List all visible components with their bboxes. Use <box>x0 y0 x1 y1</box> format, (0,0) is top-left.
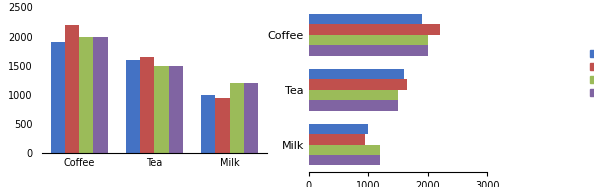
Bar <box>126 60 140 153</box>
Bar <box>201 95 216 153</box>
Bar <box>216 98 230 153</box>
Bar <box>50 42 65 153</box>
Legend: Q1 Actual, Q2 Actual, Q1 Budget, Q2 Budget: Q1 Actual, Q2 Actual, Q1 Budget, Q2 Budg… <box>587 47 594 100</box>
Bar <box>79 37 93 153</box>
Bar <box>309 79 407 90</box>
Bar <box>309 145 380 155</box>
Bar <box>309 100 398 111</box>
Bar <box>169 66 183 153</box>
Bar <box>244 83 258 153</box>
Legend: Q1 Actual, Q2 Actual, Q1 Budget, Q2 Budget: Q1 Actual, Q2 Actual, Q1 Budget, Q2 Budg… <box>361 12 426 65</box>
Bar <box>230 83 244 153</box>
Bar <box>309 14 422 24</box>
Bar <box>140 57 154 153</box>
Bar <box>309 90 398 100</box>
Bar <box>65 25 79 153</box>
Bar <box>93 37 108 153</box>
Bar <box>309 124 368 134</box>
Bar <box>309 24 440 35</box>
Bar <box>309 45 428 56</box>
Bar <box>309 69 404 79</box>
Bar <box>309 35 428 45</box>
Bar <box>309 134 365 145</box>
Bar <box>154 66 169 153</box>
Bar <box>309 155 380 165</box>
